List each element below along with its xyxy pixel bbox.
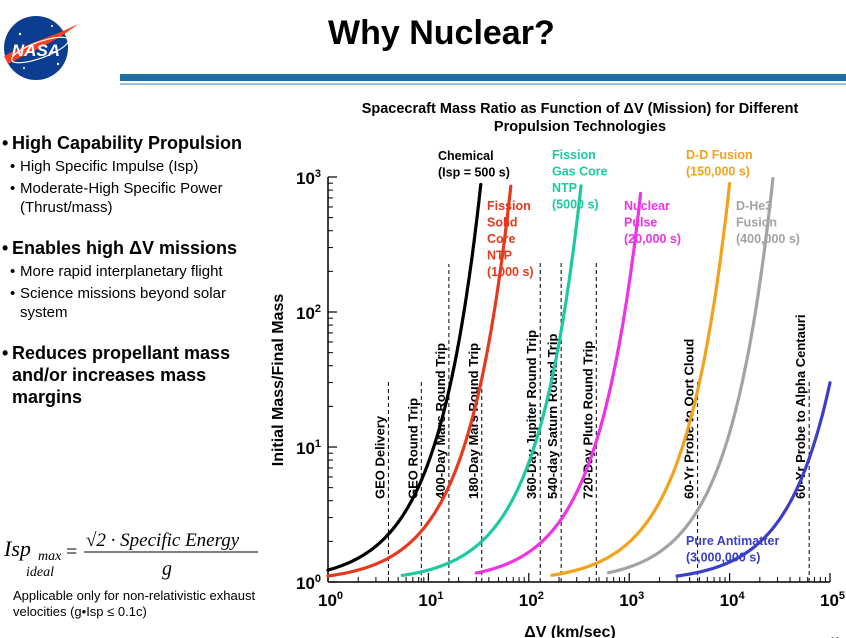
series-label: Fission Gas Core NTP (5000 s): [552, 148, 608, 212]
bullet-list: • High Capability Propulsion • High Speci…: [2, 132, 272, 408]
svg-text:=: =: [66, 541, 77, 563]
mission-label: GEO Round Trip: [405, 398, 420, 499]
sub-bullet: • Science missions beyond solar system: [10, 285, 226, 321]
series-curve: [326, 182, 483, 572]
series-label: Nuclear Pulse (20,000 s): [624, 199, 681, 246]
series-label: D-He3 Fusion (400,000 s): [736, 199, 800, 246]
page-number: 11: [830, 636, 841, 638]
series-labels: Chemical (Isp = 500 s) Fission Solid Core NTP…: [438, 148, 800, 565]
sub-bullet: • More rapid interplanetary flight: [10, 263, 223, 280]
formula-sub-top: max: [38, 549, 62, 564]
sub-bullet: • High Specific Impulse (Isp): [10, 158, 199, 175]
mission-label: 540-day Saturn Round Trip: [545, 334, 560, 499]
formula-lhs: Isp: [4, 536, 31, 561]
mission-label: 180-Day Mars Round Trip: [466, 343, 481, 499]
isp-formula: Isp max ideal = √2 · Specific Energy g: [4, 530, 258, 580]
x-tick-label: 102: [519, 590, 544, 610]
formula-numerator: √2 · Specific Energy: [86, 530, 240, 551]
chart-title-line: Propulsion Technologies: [494, 119, 666, 135]
bullet-2-text: Enables high ΔV missions: [12, 238, 237, 258]
mission-label: 720-Day Pluto Round Trip: [580, 341, 595, 499]
chart-title: Spacecraft Mass Ratio as Function of ΔV …: [362, 101, 799, 135]
x-tick-label: 100: [318, 590, 343, 610]
y-tick-label: 101: [296, 438, 321, 458]
series-curve: [474, 191, 643, 575]
x-axis-label: ΔV (km/sec): [524, 624, 616, 638]
y-axis-label: Initial Mass/Final Mass: [270, 294, 287, 467]
bullet-1: • High Capability Propulsion: [2, 133, 243, 153]
x-tick-label: 101: [418, 590, 443, 610]
series-curve: [400, 184, 583, 577]
bullet-3: • Reduces propellant mass and/or increas…: [2, 342, 272, 408]
formula-denominator: g: [162, 558, 172, 580]
series-label: Pure Antimatter (3,000,000 s): [686, 534, 779, 565]
y-tick-label: 103: [296, 168, 321, 188]
axes: 100 101 102 103 104 105 100 101 102 103: [296, 168, 845, 610]
bullet-2: • Enables high ΔV missions: [2, 238, 237, 258]
svg-text:NASA: NASA: [12, 41, 60, 60]
sub-bullet: • Moderate-High Specific Power (Thrust/ma…: [10, 180, 223, 216]
x-tick-label: 103: [619, 590, 644, 610]
x-tick-label: 105: [820, 590, 845, 610]
title-rule-thin: [120, 83, 846, 85]
series-label: Fission Solid Core NTP (1000 s): [487, 199, 534, 279]
series-curve: [550, 181, 732, 577]
y-tick-label: 100: [296, 573, 321, 593]
y-tick-label: 102: [296, 303, 321, 323]
series-label: Chemical (Isp = 500 s): [438, 149, 510, 180]
series-curve: [606, 176, 775, 575]
chart-title-line: Spacecraft Mass Ratio as Function of ΔV …: [362, 101, 799, 117]
formula-note: Applicable only for non-relativistic exh…: [13, 588, 256, 619]
x-tick-label: 104: [720, 590, 746, 610]
series-label: D-D Fusion (150,000 s): [686, 148, 753, 179]
mission-label: 60-Yr Probe to Alpha Centauri: [793, 315, 808, 499]
series-curve: [326, 184, 513, 578]
bullet-3-text: Reduces propellant mass and/or increases…: [12, 343, 231, 407]
mission-label: 360-Day Jupiter Round Trip: [524, 330, 539, 499]
mass-ratio-chart: Spacecraft Mass Ratio as Function of ΔV …: [270, 101, 845, 638]
bullet-1-text: High Capability Propulsion: [12, 133, 243, 153]
formula-sub-bottom: ideal: [26, 565, 54, 580]
nasa-logo: NASA: [4, 16, 78, 80]
mission-label: GEO Delivery: [372, 415, 387, 499]
title-rule: [120, 74, 846, 81]
page-title: Why Nuclear?: [328, 14, 555, 52]
series-curves: [326, 176, 832, 578]
series-curve: [675, 381, 832, 578]
